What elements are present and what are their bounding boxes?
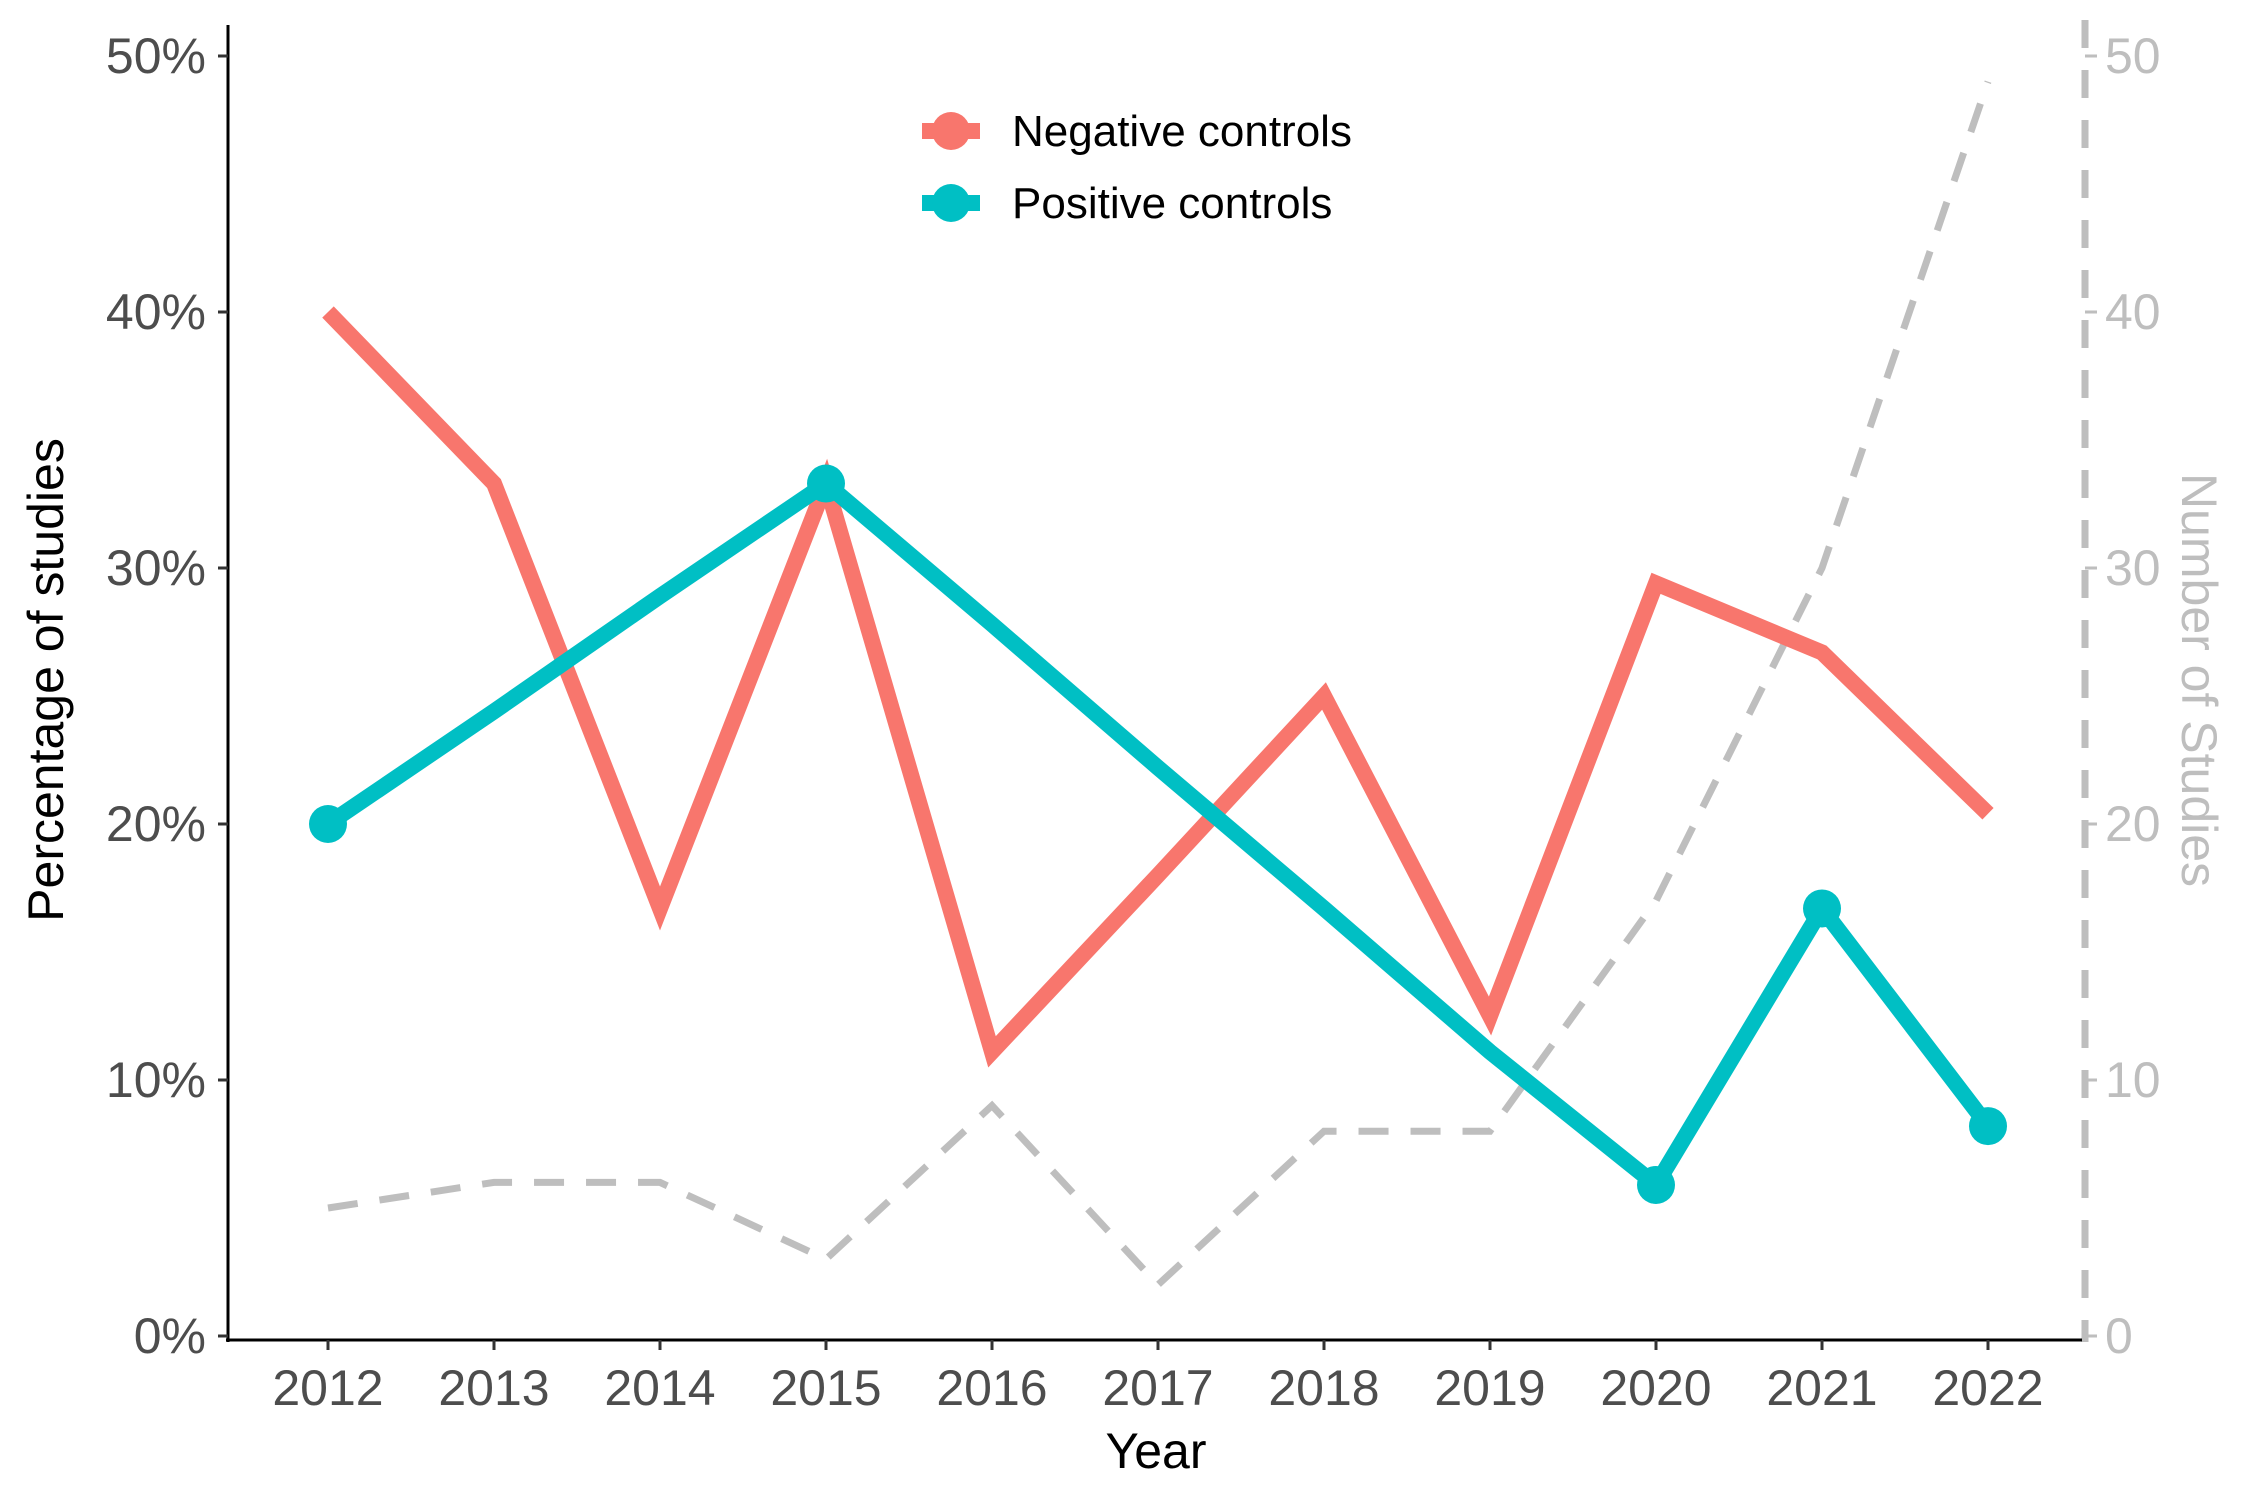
legend-label: Negative controls xyxy=(1012,107,1352,156)
series-point xyxy=(1803,889,1841,928)
series-point xyxy=(807,464,845,503)
legend: Negative controls Positive controls xyxy=(922,107,1352,228)
x-tick-label: 2014 xyxy=(604,1360,715,1416)
x-tick-label: 2017 xyxy=(1102,1360,1213,1416)
series-point xyxy=(1969,1107,2007,1146)
plot-series xyxy=(309,80,2007,1290)
axes xyxy=(226,25,2082,1342)
y2-tick-label: 0 xyxy=(2105,1308,2133,1364)
x-tick-label: 2020 xyxy=(1600,1360,1711,1416)
x-tick-label: 2016 xyxy=(936,1360,1047,1416)
tick-labels: 0% 10% 20% 30% 40% 50% 0 10 20 30 40 50 2012 2013 2014… xyxy=(106,28,2161,1416)
y-tick-label: 50% xyxy=(106,28,206,84)
legend-key-marker xyxy=(932,184,970,222)
x-tick-label: 2018 xyxy=(1268,1360,1379,1416)
x-tick-label: 2021 xyxy=(1766,1360,1877,1416)
series-point xyxy=(309,805,347,843)
y2-tick-label: 20 xyxy=(2105,796,2161,852)
series-line-number-of-studies xyxy=(327,80,1992,1290)
y-tick-label: 20% xyxy=(106,796,206,852)
x-axis-title: Year xyxy=(1105,1423,1206,1479)
x-tick-label: 2013 xyxy=(438,1360,549,1416)
y2-tick-label: 40 xyxy=(2105,284,2161,340)
legend-key-marker xyxy=(932,112,970,150)
y-tick-label: 30% xyxy=(106,540,206,596)
x-tick-label: 2012 xyxy=(272,1360,383,1416)
series-line-negative-controls xyxy=(322,306,1994,1068)
y-tick-label: 0% xyxy=(134,1308,206,1364)
series-point xyxy=(1637,1165,1675,1204)
y2-tick-label: 10 xyxy=(2105,1052,2161,1108)
x-tick-label: 2015 xyxy=(770,1360,881,1416)
legend-label: Positive controls xyxy=(1012,179,1332,228)
y-tick-label: 10% xyxy=(106,1052,206,1108)
y2-tick-label: 50 xyxy=(2105,28,2161,84)
x-tick-label: 2019 xyxy=(1434,1360,1545,1416)
y2-axis-title: Number of Studies xyxy=(2171,473,2227,887)
series-line-positive-controls xyxy=(323,473,1995,1197)
y-tick-label: 40% xyxy=(106,284,206,340)
y2-tick-label: 30 xyxy=(2105,540,2161,596)
y-axis-title: Percentage of studies xyxy=(18,438,74,922)
x-tick-label: 2022 xyxy=(1932,1360,2043,1416)
